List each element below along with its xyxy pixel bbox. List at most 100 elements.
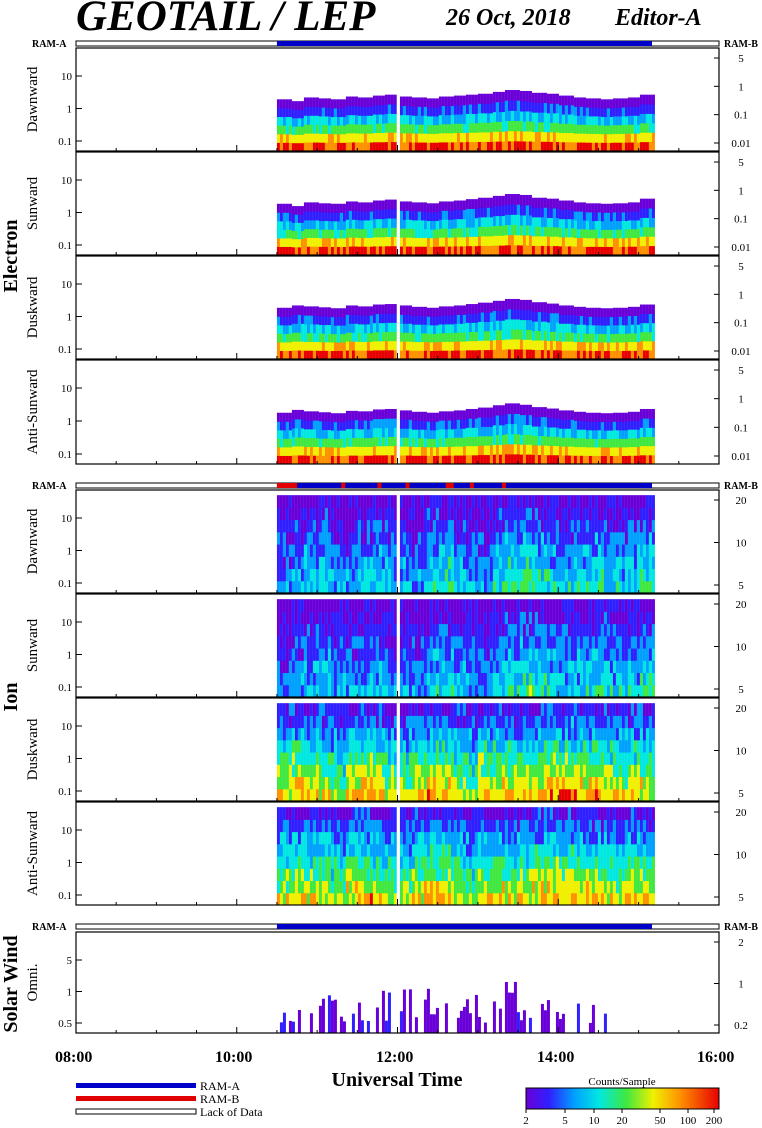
heatmap-cell — [444, 672, 448, 686]
heatmap-cell — [300, 580, 304, 594]
heatmap-cell — [573, 519, 577, 533]
heatmap-cell — [615, 115, 619, 126]
heatmap-cell — [531, 426, 535, 437]
heatmap-cell — [357, 580, 361, 594]
heatmap-cell — [321, 115, 325, 126]
heatmap-cell — [327, 237, 331, 247]
heatmap-cell — [402, 519, 406, 533]
heatmap-cell — [405, 305, 409, 315]
heatmap-cell — [573, 237, 577, 247]
heatmap-cell — [288, 203, 292, 213]
heatmap-cell — [363, 623, 367, 637]
heatmap-cell — [465, 340, 469, 351]
heatmap-cell — [522, 424, 526, 435]
heatmap-cell — [516, 120, 520, 132]
heatmap-cell — [633, 580, 637, 594]
heatmap-cell — [279, 350, 283, 360]
heatmap-cell — [348, 114, 352, 125]
heatmap-cell — [486, 245, 490, 256]
heatmap-cell — [339, 430, 343, 440]
heatmap-cell — [642, 141, 646, 152]
heatmap-cell — [549, 519, 553, 533]
heatmap-cell — [354, 672, 358, 686]
heatmap-cell — [498, 131, 502, 142]
heatmap-cell — [342, 333, 346, 343]
heatmap-cell — [375, 95, 379, 106]
heatmap-cell — [399, 314, 403, 324]
heatmap-cell — [369, 332, 373, 342]
heatmap-cell — [606, 447, 610, 457]
heatmap-cell — [540, 207, 544, 218]
heatmap-cell — [579, 306, 583, 317]
heatmap-cell — [450, 684, 454, 698]
heatmap-cell — [543, 416, 547, 427]
heatmap-cell — [279, 220, 283, 230]
heatmap-cell — [510, 413, 514, 425]
heatmap-cell — [360, 133, 364, 143]
group-label-ion: Ion — [0, 683, 22, 712]
heatmap-cell — [402, 556, 406, 570]
heatmap-cell — [615, 203, 619, 213]
heatmap-cell — [456, 323, 460, 333]
heatmap-cell — [618, 556, 622, 570]
heatmap-cell — [534, 349, 538, 360]
heatmap-cell — [336, 212, 340, 222]
heatmap-cell — [282, 635, 286, 649]
heatmap-cell — [348, 201, 352, 211]
heatmap-cell — [468, 122, 472, 133]
heatmap-cell — [381, 304, 385, 315]
heatmap-cell — [498, 611, 502, 625]
heatmap-cell — [339, 556, 343, 570]
heatmap-cell — [450, 341, 454, 351]
heatmap-cell — [306, 306, 310, 316]
heatmap-cell — [519, 90, 523, 102]
heatmap-cell — [276, 316, 280, 326]
heatmap-cell — [390, 445, 394, 456]
heatmap-cell — [315, 323, 319, 334]
heatmap-cell — [600, 544, 604, 557]
heatmap-cell — [552, 635, 556, 649]
heatmap-cell — [294, 305, 298, 315]
heatmap-cell — [567, 519, 571, 533]
heatmap-cell — [585, 455, 589, 465]
heatmap-cell — [453, 305, 457, 315]
heatmap-cell — [609, 350, 613, 360]
right-tick-label: 0.1 — [734, 110, 748, 122]
heatmap-cell — [435, 599, 439, 612]
heatmap-cell — [423, 580, 427, 594]
heatmap-cell — [279, 507, 283, 521]
heatmap-cell — [354, 228, 358, 238]
heatmap-cell — [651, 236, 655, 247]
heatmap-cell — [381, 648, 385, 661]
heatmap-cell — [558, 623, 562, 637]
heatmap-cell — [420, 684, 424, 698]
heatmap-cell — [423, 211, 427, 221]
heatmap-cell — [639, 495, 643, 508]
heatmap-cell — [489, 445, 493, 456]
heatmap-cell — [537, 416, 541, 427]
heatmap-cell — [513, 611, 517, 625]
heatmap-cell — [330, 556, 334, 570]
heatmap-cell — [288, 568, 292, 582]
heatmap-cell — [342, 660, 346, 674]
heatmap-cell — [414, 635, 418, 649]
heatmap-cell — [312, 133, 316, 143]
heatmap-cell — [312, 580, 316, 594]
heatmap-cell — [333, 447, 337, 457]
heatmap-cell — [381, 418, 385, 429]
heatmap-cell — [408, 305, 412, 315]
heatmap-cell — [561, 323, 565, 333]
heatmap-cell — [435, 507, 439, 521]
heatmap-cell — [471, 349, 475, 360]
heatmap-cell — [609, 125, 613, 135]
heatmap-cell — [546, 660, 550, 674]
heatmap-cell — [279, 324, 283, 334]
heatmap-cell — [405, 96, 409, 107]
heatmap-cell — [621, 568, 625, 582]
heatmap-cell — [480, 245, 484, 256]
heatmap-cell — [606, 133, 610, 143]
heatmap-cell — [456, 419, 460, 429]
heatmap-cell — [486, 495, 490, 508]
heatmap-cell — [375, 507, 379, 521]
heatmap-cell — [525, 140, 529, 152]
